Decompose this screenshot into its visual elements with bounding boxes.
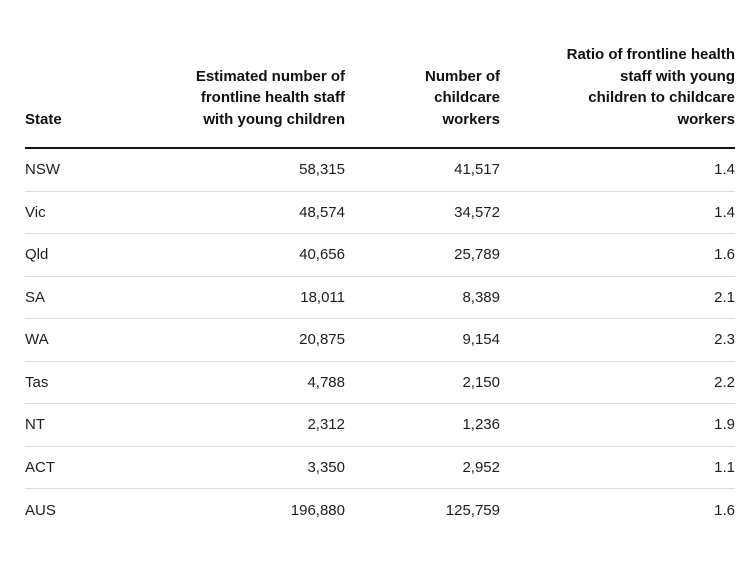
table-row: Tas 4,788 2,150 2.2: [25, 362, 735, 404]
cell-staff: 4,788: [307, 373, 345, 391]
cell-ratio: 1.6: [714, 246, 735, 264]
cell-ratio: 1.4: [714, 161, 735, 179]
cell-staff: 2,312: [307, 416, 345, 434]
cell-ratio: 2.1: [714, 288, 735, 306]
table-row: Vic 48,574 34,572 1.4: [25, 192, 735, 234]
cell-staff: 196,880: [290, 501, 345, 519]
cell-state: SA: [25, 288, 46, 306]
cell-childcare: 9,154: [462, 331, 500, 349]
table-row: NSW 58,315 41,517 1.4: [25, 149, 735, 192]
health-staff-childcare-table: State Estimated number of frontline heal…: [25, 44, 735, 532]
cell-state: NT: [25, 416, 45, 434]
cell-staff: 20,875: [299, 331, 345, 349]
column-header-ratio: Ratio of frontline health staff with you…: [566, 46, 735, 128]
table-header-row: State Estimated number of frontline heal…: [25, 44, 735, 149]
table-row: ACT 3,350 2,952 1.1: [25, 447, 735, 489]
table-row: AUS 196,880 125,759 1.6: [25, 489, 735, 532]
cell-childcare: 8,389: [462, 288, 500, 306]
cell-childcare: 125,759: [445, 501, 500, 519]
cell-state: Qld: [25, 246, 49, 264]
cell-state: NSW: [25, 161, 60, 179]
cell-ratio: 2.3: [714, 331, 735, 349]
cell-childcare: 34,572: [454, 203, 500, 221]
cell-childcare: 41,517: [454, 161, 500, 179]
cell-state: WA: [25, 331, 49, 349]
table-row: NT 2,312 1,236 1.9: [25, 404, 735, 447]
cell-state: AUS: [25, 501, 56, 519]
cell-ratio: 1.6: [714, 501, 735, 519]
table-row: SA 18,011 8,389 2.1: [25, 277, 735, 319]
table-row: Qld 40,656 25,789 1.6: [25, 234, 735, 277]
cell-staff: 18,011: [300, 288, 345, 306]
cell-ratio: 1.9: [714, 416, 735, 434]
column-header-state: State: [25, 110, 62, 128]
column-header-staff: Estimated number of frontline health sta…: [195, 67, 345, 128]
cell-ratio: 1.1: [714, 458, 735, 476]
cell-ratio: 1.4: [714, 203, 735, 221]
cell-state: Tas: [25, 373, 49, 391]
cell-staff: 3,350: [307, 458, 345, 476]
cell-state: ACT: [25, 458, 55, 476]
cell-state: Vic: [25, 203, 46, 221]
column-header-childcare: Number of childcare workers: [425, 67, 500, 128]
cell-childcare: 2,150: [462, 373, 500, 391]
table-row: WA 20,875 9,154 2.3: [25, 319, 735, 362]
cell-childcare: 2,952: [462, 458, 500, 476]
cell-childcare: 25,789: [454, 246, 500, 264]
cell-childcare: 1,236: [462, 416, 500, 434]
cell-staff: 58,315: [299, 161, 345, 179]
cell-staff: 40,656: [299, 246, 345, 264]
cell-ratio: 2.2: [714, 373, 735, 391]
cell-staff: 48,574: [299, 203, 345, 221]
